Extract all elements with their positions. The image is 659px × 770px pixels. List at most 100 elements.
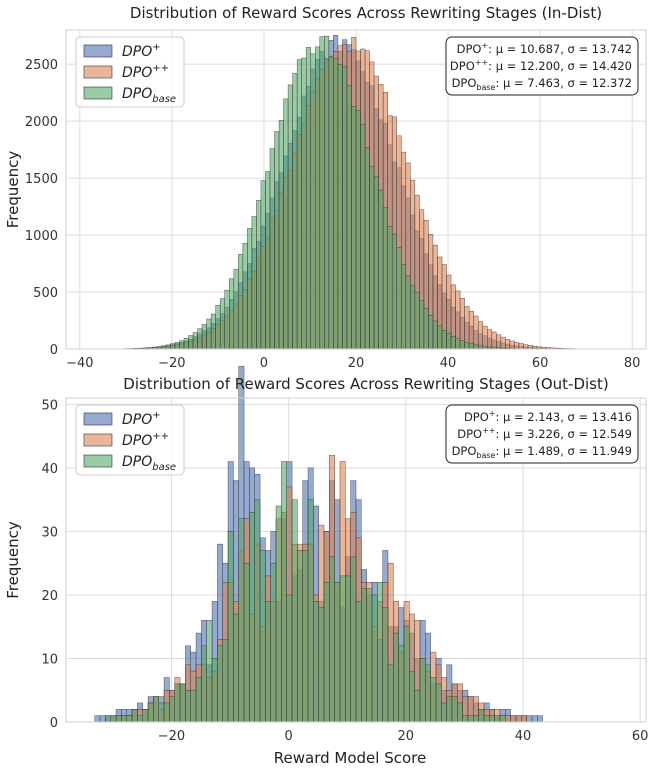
histogram-bar [455,338,461,350]
histogram-bar [377,581,383,723]
histogram-bar [265,171,271,350]
legend: DPO+ DPO++ DPObase [75,36,185,108]
histogram-bar [378,189,384,350]
histogram-bar [473,315,479,350]
histogram-bar [323,581,330,723]
y-tick-label: 1000 [25,229,58,244]
histogram-bar [494,715,501,723]
legend-swatch [83,65,113,79]
stats-row: DPO+: μ = 10.687, σ = 13.742 [457,41,632,56]
histogram-bar [291,499,298,723]
histogram-bar [219,298,225,350]
histogram-bar [527,345,533,350]
histogram-bar [170,343,176,350]
y-tick-label: 0 [50,716,58,731]
histogram-bar [346,85,352,350]
histogram-bar [366,588,373,723]
y-tick-label: 30 [41,525,58,540]
histogram-bar [274,131,280,350]
histogram-bar [505,339,511,350]
legend-label: DPObase [122,86,176,105]
histogram-bar [260,180,266,350]
legend: DPO+ DPO++ DPObase [75,404,185,476]
histogram-bar [158,702,165,723]
stats-box-frame [445,404,639,464]
legend-swatch [83,86,113,100]
x-tick-label: −20 [158,356,185,371]
histogram-bar [286,594,293,723]
histogram-bar [192,332,198,350]
y-tick-label: 50 [41,398,58,413]
legend-label: DPObase [122,454,176,473]
histogram-bar [190,689,197,723]
histogram-bar [256,199,262,350]
y-tick-label: 500 [33,286,58,301]
histogram-bar [457,702,463,723]
histogram-bar [514,342,520,350]
chart-panel-in-dist: −40 −20 0 20 40 60 80 0 500 1000 1500 2000 2500 Distr… [4,4,647,371]
histogram-bar [238,518,245,723]
histogram-bar [531,715,538,723]
histogram-bar [292,72,298,350]
histogram-bar [94,715,101,723]
x-tick-label: 80 [624,356,641,371]
histogram-bar [401,264,407,350]
histogram-bar [211,658,218,723]
histogram-bar [414,689,421,723]
histogram-bar [369,166,375,350]
y-tick-label: 40 [41,462,58,477]
histogram-bar [328,56,334,350]
histogram-bar [518,343,524,350]
series-base [84,35,628,350]
histogram-bar [318,607,325,723]
histogram-bar [163,702,170,723]
x-tick-label: 0 [260,356,268,371]
histogram-bar [105,715,112,723]
histogram-bar [483,715,490,723]
histogram-bar [307,499,314,723]
histogram-bar [243,562,250,723]
legend-swatch [83,454,113,468]
y-tick-label: 2000 [25,115,58,130]
histogram-bar [137,715,143,723]
x-tick-label: 20 [398,729,415,744]
x-tick-label: 20 [348,356,365,371]
histogram-bar [174,342,180,350]
x-tick-label: −20 [158,729,185,744]
histogram-bar [491,331,497,350]
histogram-bar [287,84,293,350]
histogram-bar [121,715,128,723]
histogram-bar [489,715,495,723]
histogram-bar [462,715,469,723]
histogram-bar [345,575,351,723]
histogram-bar [169,696,175,723]
histogram-bar [423,307,429,350]
histogram-bar [537,715,543,723]
series-base [105,461,506,723]
histogram-bar [206,318,212,350]
legend-swatch [83,412,113,426]
legend-swatch [83,433,113,447]
histogram-bar [468,343,474,350]
histogram-bar [405,275,411,350]
histogram-bar [355,601,362,723]
histogram-bar [441,329,447,350]
y-tick-label: 1500 [25,172,58,187]
histogram-bar [337,64,343,350]
histogram-bar [254,499,261,723]
histogram-bar [201,324,207,350]
histogram-bar [500,336,506,350]
histogram-bar [249,512,255,723]
legend-label: DPO+ [122,410,161,428]
stats-box: DPO+: μ = 10.687, σ = 13.742 DPO++: μ = 1… [445,36,639,96]
histogram-bar [468,310,474,350]
histogram-bar [342,66,348,350]
histogram-bar [297,550,303,723]
y-axis-label: Frequency [4,521,22,599]
histogram-bar [247,228,253,350]
histogram-bar [425,664,431,723]
legend-label: DPO++ [122,63,169,81]
x-tick-label: 40 [515,729,532,744]
stats-box-frame [445,36,639,96]
